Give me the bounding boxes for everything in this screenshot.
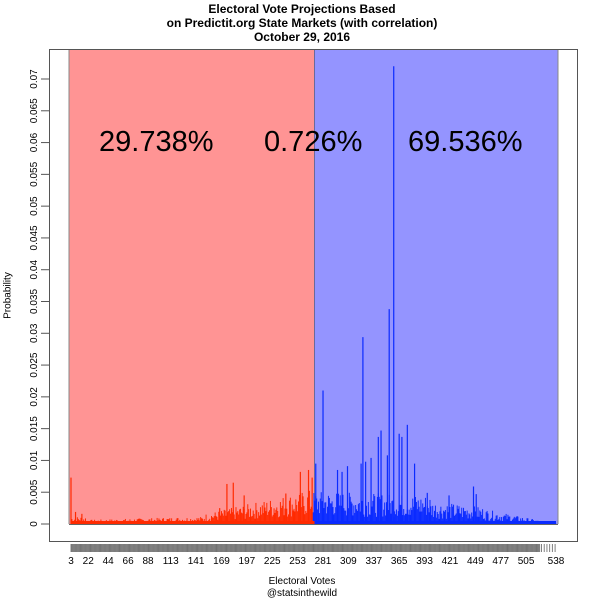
right-probability-label: 69.536% xyxy=(408,126,523,158)
y-tick-label: 0.01 xyxy=(29,450,40,470)
x-tick-label: 477 xyxy=(492,556,509,567)
x-tick-label: 169 xyxy=(213,556,230,567)
x-tick-label: 309 xyxy=(340,556,357,567)
y-tick-label: 0.025 xyxy=(29,352,40,377)
x-tick-label: 66 xyxy=(123,556,135,567)
x-tick-label: 88 xyxy=(142,556,154,567)
x-tick-label: 197 xyxy=(239,556,256,567)
y-tick-label: 0.065 xyxy=(29,98,40,123)
y-tick-label: 0.005 xyxy=(29,479,40,504)
x-tick-label: 225 xyxy=(264,556,281,567)
x-tick-label: 337 xyxy=(365,556,382,567)
y-axis-label: Probability xyxy=(2,272,14,319)
x-tick-label: 505 xyxy=(518,556,535,567)
y-tick-label: 0.05 xyxy=(29,196,40,216)
x-axis-label: Electoral Votes xyxy=(268,576,336,587)
chart-title: Electoral Vote Projections Based on Pred… xyxy=(0,2,604,44)
y-tick-label: 0.03 xyxy=(29,323,40,343)
right-base xyxy=(314,521,556,524)
x-tick-label: 22 xyxy=(83,556,95,567)
x-tick-label: 393 xyxy=(416,556,433,567)
y-tick-label: 0.04 xyxy=(29,260,40,280)
y-tick-label: 0.02 xyxy=(29,387,40,407)
title-line-1: Electoral Vote Projections Based xyxy=(208,2,396,16)
x-tick-label: 365 xyxy=(391,556,408,567)
right-region xyxy=(314,50,558,524)
title-line-2: on Predictit.org State Markets (with cor… xyxy=(166,16,438,30)
x-tick-label: 421 xyxy=(442,556,459,567)
left-region xyxy=(69,50,315,524)
x-tick-label: 113 xyxy=(163,556,179,567)
y-tick-label: 0.06 xyxy=(29,132,40,152)
x-tick-label: 538 xyxy=(548,556,565,567)
left-base xyxy=(71,521,315,524)
x-tick-label: 3 xyxy=(68,556,74,567)
tie-probability-label: 0.726% xyxy=(264,126,363,158)
y-tick-label: 0 xyxy=(29,521,40,527)
y-tick-label: 0.045 xyxy=(29,225,40,250)
x-tick-label: 44 xyxy=(103,556,115,567)
x-tick-label: 449 xyxy=(467,556,484,567)
credit-label: @statsinthewild xyxy=(266,588,338,599)
y-tick-label: 0.035 xyxy=(29,289,40,314)
x-tick-label: 281 xyxy=(315,556,332,567)
y-tick-label: 0.015 xyxy=(29,416,40,441)
x-axis-label-block: Electoral Votes @statsinthewild xyxy=(0,576,604,600)
title-line-3: October 29, 2016 xyxy=(253,30,351,44)
y-tick-label: 0.07 xyxy=(29,69,40,89)
x-tick-label: 141 xyxy=(188,556,205,567)
y-tick-label: 0.055 xyxy=(29,161,40,186)
x-tick-label: 253 xyxy=(289,556,306,567)
left-probability-label: 29.738% xyxy=(99,126,214,158)
